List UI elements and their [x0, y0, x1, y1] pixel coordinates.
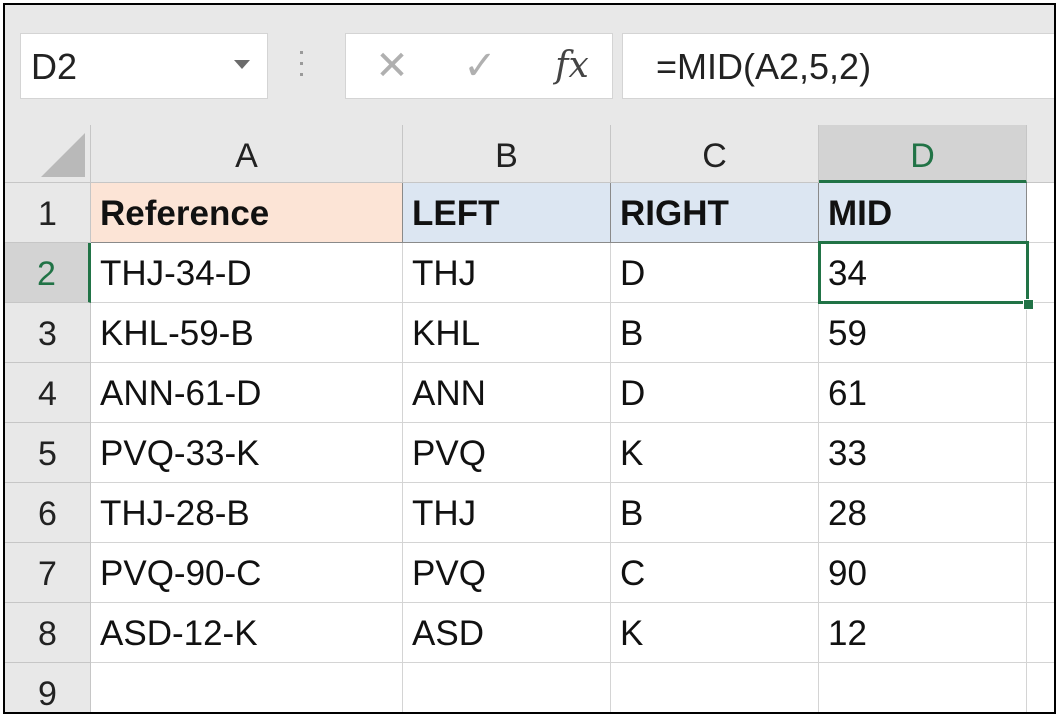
name-box-value: D2: [31, 46, 78, 87]
close-icon[interactable]: ✕: [375, 44, 409, 88]
cell-filler[interactable]: [1027, 603, 1054, 663]
column-header-d[interactable]: D: [819, 125, 1027, 183]
cell-c2[interactable]: D: [611, 243, 819, 303]
cell-c9[interactable]: [611, 663, 819, 712]
formula-buttons: ✕ ✓ fx: [345, 33, 613, 99]
cell-b4[interactable]: ANN: [403, 363, 611, 423]
formula-input[interactable]: =MID(A2,5,2): [622, 33, 1054, 99]
cell-a7[interactable]: PVQ-90-C: [91, 543, 403, 603]
row-header-1[interactable]: 1: [5, 183, 91, 243]
cell-d2[interactable]: 34: [819, 243, 1027, 303]
cell-d1[interactable]: MID: [819, 183, 1027, 243]
cell-a3[interactable]: KHL-59-B: [91, 303, 403, 363]
cell-d9[interactable]: [819, 663, 1027, 712]
cell-d8[interactable]: 12: [819, 603, 1027, 663]
row-header-2[interactable]: 2: [5, 243, 91, 303]
row-header-3[interactable]: 3: [5, 303, 91, 363]
fill-handle[interactable]: [1023, 299, 1034, 310]
cell-filler[interactable]: [1027, 363, 1054, 423]
cell-b6[interactable]: THJ: [403, 483, 611, 543]
cell-filler[interactable]: [1027, 543, 1054, 603]
cell-a8[interactable]: ASD-12-K: [91, 603, 403, 663]
cell-b8[interactable]: ASD: [403, 603, 611, 663]
select-all-triangle-icon: [41, 133, 85, 177]
column-header-c[interactable]: C: [611, 125, 819, 183]
spreadsheet-grid: A B C D 1 Reference LEFT RIGHT MID 2 THJ-34-D THJ D 3…: [5, 125, 1054, 712]
cell-c4[interactable]: D: [611, 363, 819, 423]
cell-a2[interactable]: THJ-34-D: [91, 243, 403, 303]
select-all-button[interactable]: [5, 125, 91, 183]
row-header-5[interactable]: 5: [5, 423, 91, 483]
cell-d7[interactable]: 90: [819, 543, 1027, 603]
formula-bar-area: D2 ✕ ✓ fx =MID(A2,5,2): [5, 5, 1054, 117]
cell-d4[interactable]: 61: [819, 363, 1027, 423]
column-header-a[interactable]: A: [91, 125, 403, 183]
cell-b5[interactable]: PVQ: [403, 423, 611, 483]
cell-d5[interactable]: 33: [819, 423, 1027, 483]
cell-c5[interactable]: K: [611, 423, 819, 483]
row-header-6[interactable]: 6: [5, 483, 91, 543]
column-header-b[interactable]: B: [403, 125, 611, 183]
cell-filler[interactable]: [1027, 483, 1054, 543]
insert-function-button[interactable]: fx: [555, 45, 589, 86]
cell-filler[interactable]: [1027, 663, 1054, 712]
cell-a1[interactable]: Reference: [91, 183, 403, 243]
cell-b1[interactable]: LEFT: [403, 183, 611, 243]
cell-c7[interactable]: C: [611, 543, 819, 603]
grip-icon[interactable]: [300, 51, 304, 81]
cell-b7[interactable]: PVQ: [403, 543, 611, 603]
excel-window: D2 ✕ ✓ fx =MID(A2,5,2) A B C D 1 Reference LEF…: [3, 3, 1056, 714]
row-header-9[interactable]: 9: [5, 663, 91, 712]
column-header-filler: [1027, 125, 1054, 183]
cell-d6[interactable]: 28: [819, 483, 1027, 543]
cell-b9[interactable]: [403, 663, 611, 712]
cell-c6[interactable]: B: [611, 483, 819, 543]
name-box[interactable]: D2: [20, 33, 268, 99]
cell-a9[interactable]: [91, 663, 403, 712]
cell-a6[interactable]: THJ-28-B: [91, 483, 403, 543]
cell-a4[interactable]: ANN-61-D: [91, 363, 403, 423]
cell-filler[interactable]: [1027, 303, 1054, 363]
cell-d3[interactable]: 59: [819, 303, 1027, 363]
row-header-8[interactable]: 8: [5, 603, 91, 663]
chevron-down-icon[interactable]: [234, 60, 250, 69]
cell-filler[interactable]: [1027, 183, 1054, 243]
row-header-7[interactable]: 7: [5, 543, 91, 603]
check-icon[interactable]: ✓: [463, 44, 497, 88]
cell-c8[interactable]: K: [611, 603, 819, 663]
formula-text: =MID(A2,5,2): [656, 46, 872, 87]
cell-c1[interactable]: RIGHT: [611, 183, 819, 243]
cell-filler[interactable]: [1027, 423, 1054, 483]
cell-filler[interactable]: [1027, 243, 1054, 303]
cell-b3[interactable]: KHL: [403, 303, 611, 363]
cell-c3[interactable]: B: [611, 303, 819, 363]
cell-a5[interactable]: PVQ-33-K: [91, 423, 403, 483]
row-header-4[interactable]: 4: [5, 363, 91, 423]
cell-b2[interactable]: THJ: [403, 243, 611, 303]
